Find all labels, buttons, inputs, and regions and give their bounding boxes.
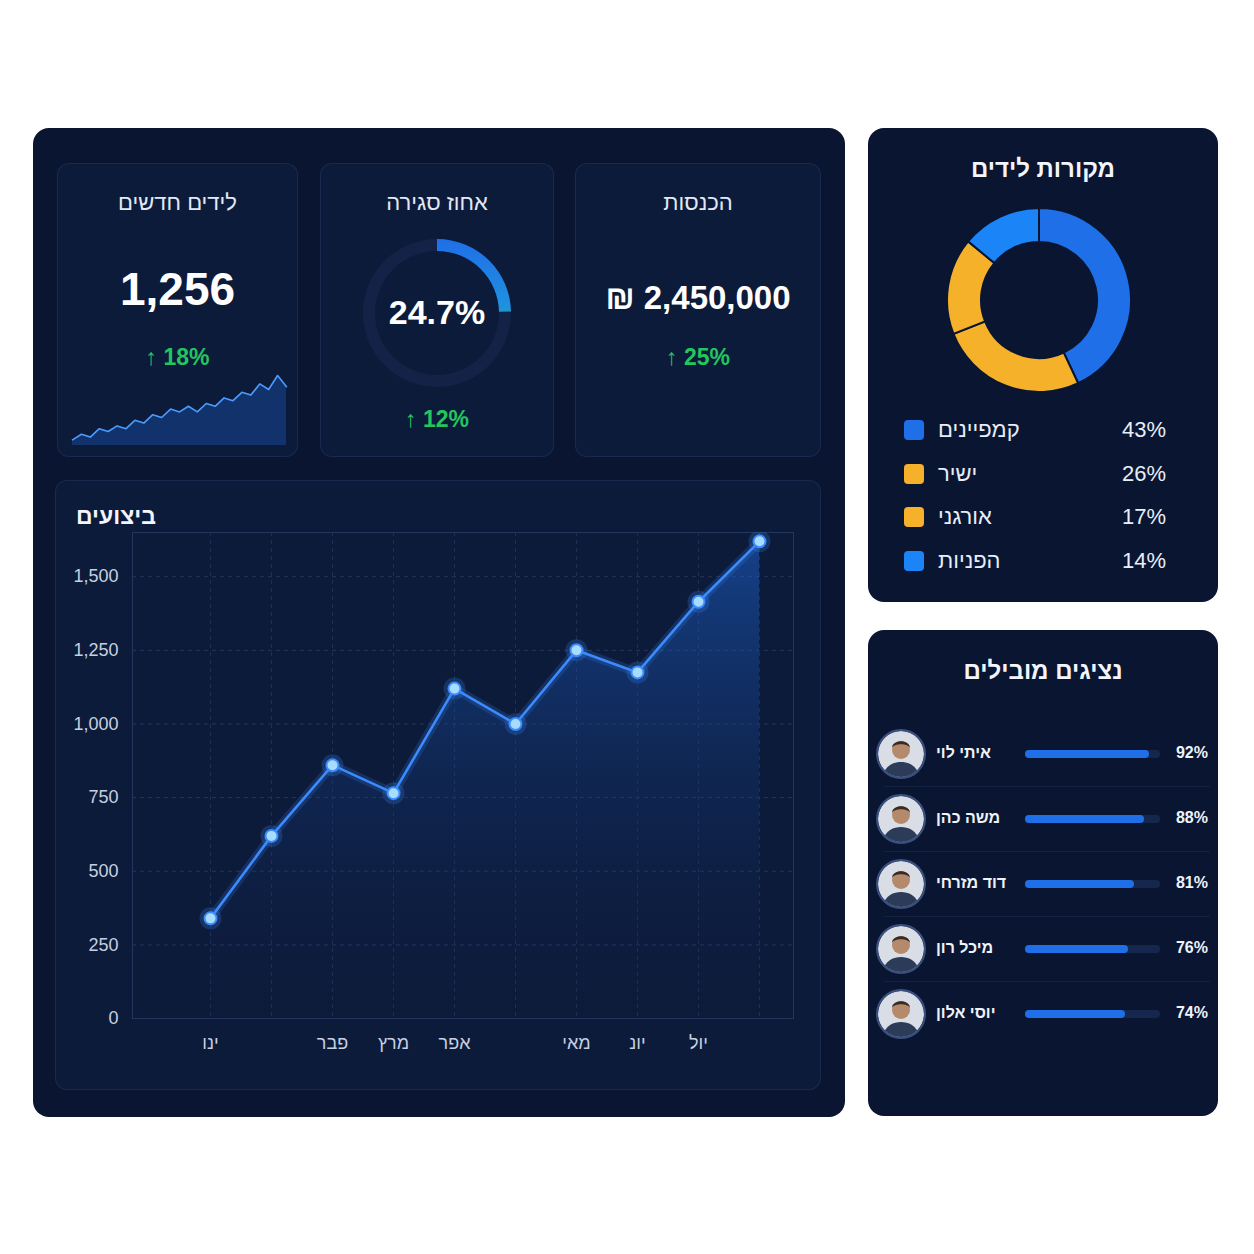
html-text:76%: 76% xyxy=(1176,939,1208,956)
svg-text:פבר: פבר xyxy=(317,1033,348,1053)
html-text:92%: 92% xyxy=(1176,744,1208,761)
svg-text:750: 750 xyxy=(88,787,118,807)
html-text:81%: 81% xyxy=(1176,874,1208,891)
svg-text:1,500: 1,500 xyxy=(73,566,118,586)
html-text:24.7%: 24.7% xyxy=(388,293,486,331)
html-text:74%: 74% xyxy=(1176,1004,1208,1021)
html-text:אורגני: אורגני xyxy=(938,504,992,529)
html-text:26%: 26% xyxy=(1122,460,1166,486)
svg-text:מרץ: מרץ xyxy=(378,1033,409,1053)
html-text:17%: 17% xyxy=(1122,504,1166,529)
html-text:קמפיינים: קמפיינים xyxy=(938,417,1020,442)
svg-text:מאי: מאי xyxy=(562,1033,590,1053)
html-text:ביצועים: ביצועים xyxy=(76,503,156,529)
html-text:מקורות לידים: מקורות לידים xyxy=(971,155,1115,182)
svg-text:500: 500 xyxy=(88,861,118,881)
svg-text:יונ: יונ xyxy=(629,1033,645,1053)
html-text:נציגים מובילים: נציגים מובילים xyxy=(963,657,1123,684)
html-text:הכנסות: הכנסות xyxy=(663,190,733,215)
html-text:לידים חדשים: לידים חדשים xyxy=(118,190,237,215)
html-text:14%: 14% xyxy=(1122,547,1166,573)
svg-text:0: 0 xyxy=(108,1008,118,1028)
html-text:1,256: 1,256 xyxy=(119,263,236,315)
svg-text:1,000: 1,000 xyxy=(73,714,118,734)
html-text:משה כהן: משה כהן xyxy=(936,809,1001,826)
html-text:איתי לוי: איתי לוי xyxy=(936,744,991,761)
html-text:ישיר: ישיר xyxy=(938,460,978,486)
html-text:↑ 18%: ↑ 18% xyxy=(145,344,210,370)
html-text:₪ 2,450,000: ₪ 2,450,000 xyxy=(605,279,791,316)
html-text:אחוז סגירה: אחוז סגירה xyxy=(386,190,488,215)
html-text:88%: 88% xyxy=(1176,809,1208,826)
svg-text:ינו: ינו xyxy=(202,1033,218,1053)
html-text:43%: 43% xyxy=(1122,417,1166,442)
svg-text:יול: יול xyxy=(689,1033,708,1053)
svg-text:אפר: אפר xyxy=(439,1033,472,1053)
html-text:הפניות: הפניות xyxy=(938,547,1001,573)
svg-text:1,250: 1,250 xyxy=(73,640,118,660)
html-text:↑ 25%: ↑ 25% xyxy=(666,344,730,370)
html-text:יוסי אלון: יוסי אלון xyxy=(936,1004,996,1021)
html-text:↑ 12%: ↑ 12% xyxy=(405,406,469,432)
html-text:דוד מזרחי: דוד מזרחי xyxy=(936,874,1007,891)
html-text:מיכל רון: מיכל רון xyxy=(936,939,994,956)
svg-text:250: 250 xyxy=(88,935,118,955)
